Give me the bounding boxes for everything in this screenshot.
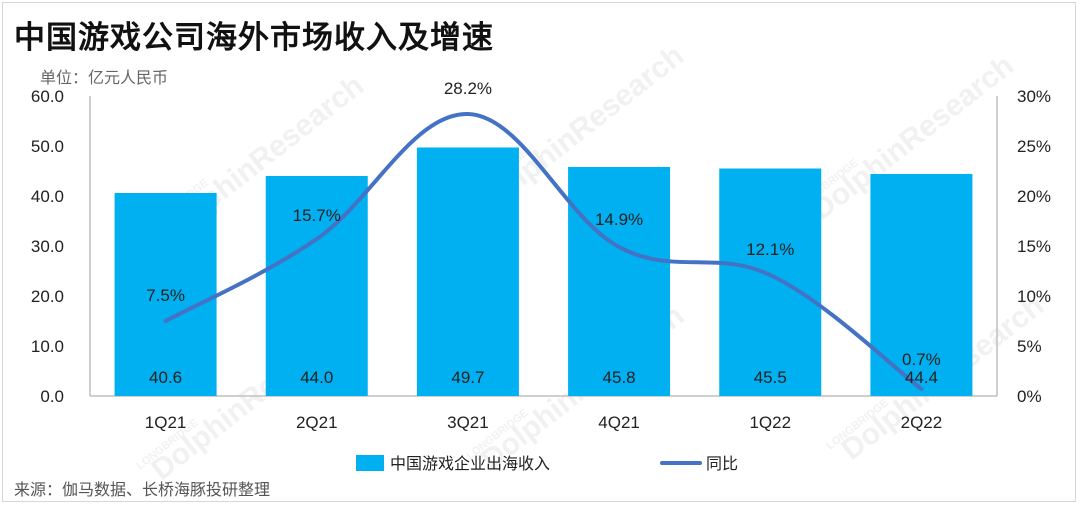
right-tick-label: 30% bbox=[1017, 87, 1051, 106]
legend: 中国游戏企业出海收入 同比 bbox=[356, 454, 738, 473]
bar-value-label: 49.7 bbox=[451, 368, 484, 387]
bar bbox=[416, 147, 519, 396]
right-tick-labels: 0% 5% 10% 15% 20% 25% 30% bbox=[1017, 87, 1051, 406]
line-value-label: 14.9% bbox=[595, 210, 643, 229]
legend-bar-label: 中国游戏企业出海收入 bbox=[390, 454, 550, 473]
category-label: 1Q22 bbox=[749, 413, 791, 432]
bar-value-label: 45.8 bbox=[603, 368, 636, 387]
line-value-label: 28.2% bbox=[444, 79, 492, 98]
left-tick-label: 50.0 bbox=[31, 137, 64, 156]
unit-label: 单位：亿元人民币 bbox=[40, 68, 169, 87]
right-tick-label: 0% bbox=[1017, 387, 1042, 406]
legend-bar-swatch bbox=[356, 455, 384, 471]
legend-line-label: 同比 bbox=[706, 454, 738, 473]
bar-value-label: 44.4 bbox=[905, 368, 938, 387]
line-value-label: 12.1% bbox=[746, 240, 794, 259]
left-tick-label: 40.0 bbox=[31, 187, 64, 206]
category-label: 2Q21 bbox=[296, 413, 338, 432]
source-note: 来源：伽马数据、长桥海豚投研整理 bbox=[14, 480, 271, 499]
right-tick-label: 25% bbox=[1017, 137, 1051, 156]
left-tick-label: 10.0 bbox=[31, 337, 64, 356]
left-tick-labels: 0.0 10.0 20.0 30.0 40.0 50.0 60.0 bbox=[31, 87, 64, 406]
bar-value-label: 44.0 bbox=[300, 368, 333, 387]
bar bbox=[568, 167, 671, 396]
left-tick-label: 30.0 bbox=[31, 237, 64, 256]
line-value-labels: 7.5% 15.7% 28.2% 14.9% 12.1% 0.7% bbox=[146, 79, 941, 369]
right-tick-label: 20% bbox=[1017, 187, 1051, 206]
left-tick-label: 0.0 bbox=[40, 387, 64, 406]
line-value-label: 0.7% bbox=[902, 350, 941, 369]
bar-value-label: 40.6 bbox=[149, 368, 182, 387]
line-value-label: 7.5% bbox=[146, 286, 185, 305]
category-label: 1Q21 bbox=[145, 413, 187, 432]
bar bbox=[114, 193, 217, 396]
category-labels: 1Q21 2Q21 3Q21 4Q21 1Q22 2Q22 bbox=[145, 413, 942, 432]
left-tick-label: 60.0 bbox=[31, 87, 64, 106]
category-label: 2Q22 bbox=[901, 413, 943, 432]
bar-series bbox=[114, 147, 973, 396]
left-tick-label: 20.0 bbox=[31, 287, 64, 306]
bar bbox=[265, 176, 368, 396]
yoy-line bbox=[163, 111, 924, 391]
category-label: 3Q21 bbox=[447, 413, 489, 432]
right-tick-label: 5% bbox=[1017, 337, 1042, 356]
line-value-label: 15.7% bbox=[293, 206, 341, 225]
bar-value-labels: 40.6 44.0 49.7 45.8 45.5 44.4 bbox=[149, 368, 938, 387]
right-tick-label: 15% bbox=[1017, 237, 1051, 256]
bar bbox=[719, 168, 822, 396]
right-tick-label: 10% bbox=[1017, 287, 1051, 306]
chart-title: 中国游戏公司海外市场收入及增速 bbox=[14, 20, 494, 56]
bar-value-label: 45.5 bbox=[754, 368, 787, 387]
category-label: 4Q21 bbox=[598, 413, 640, 432]
